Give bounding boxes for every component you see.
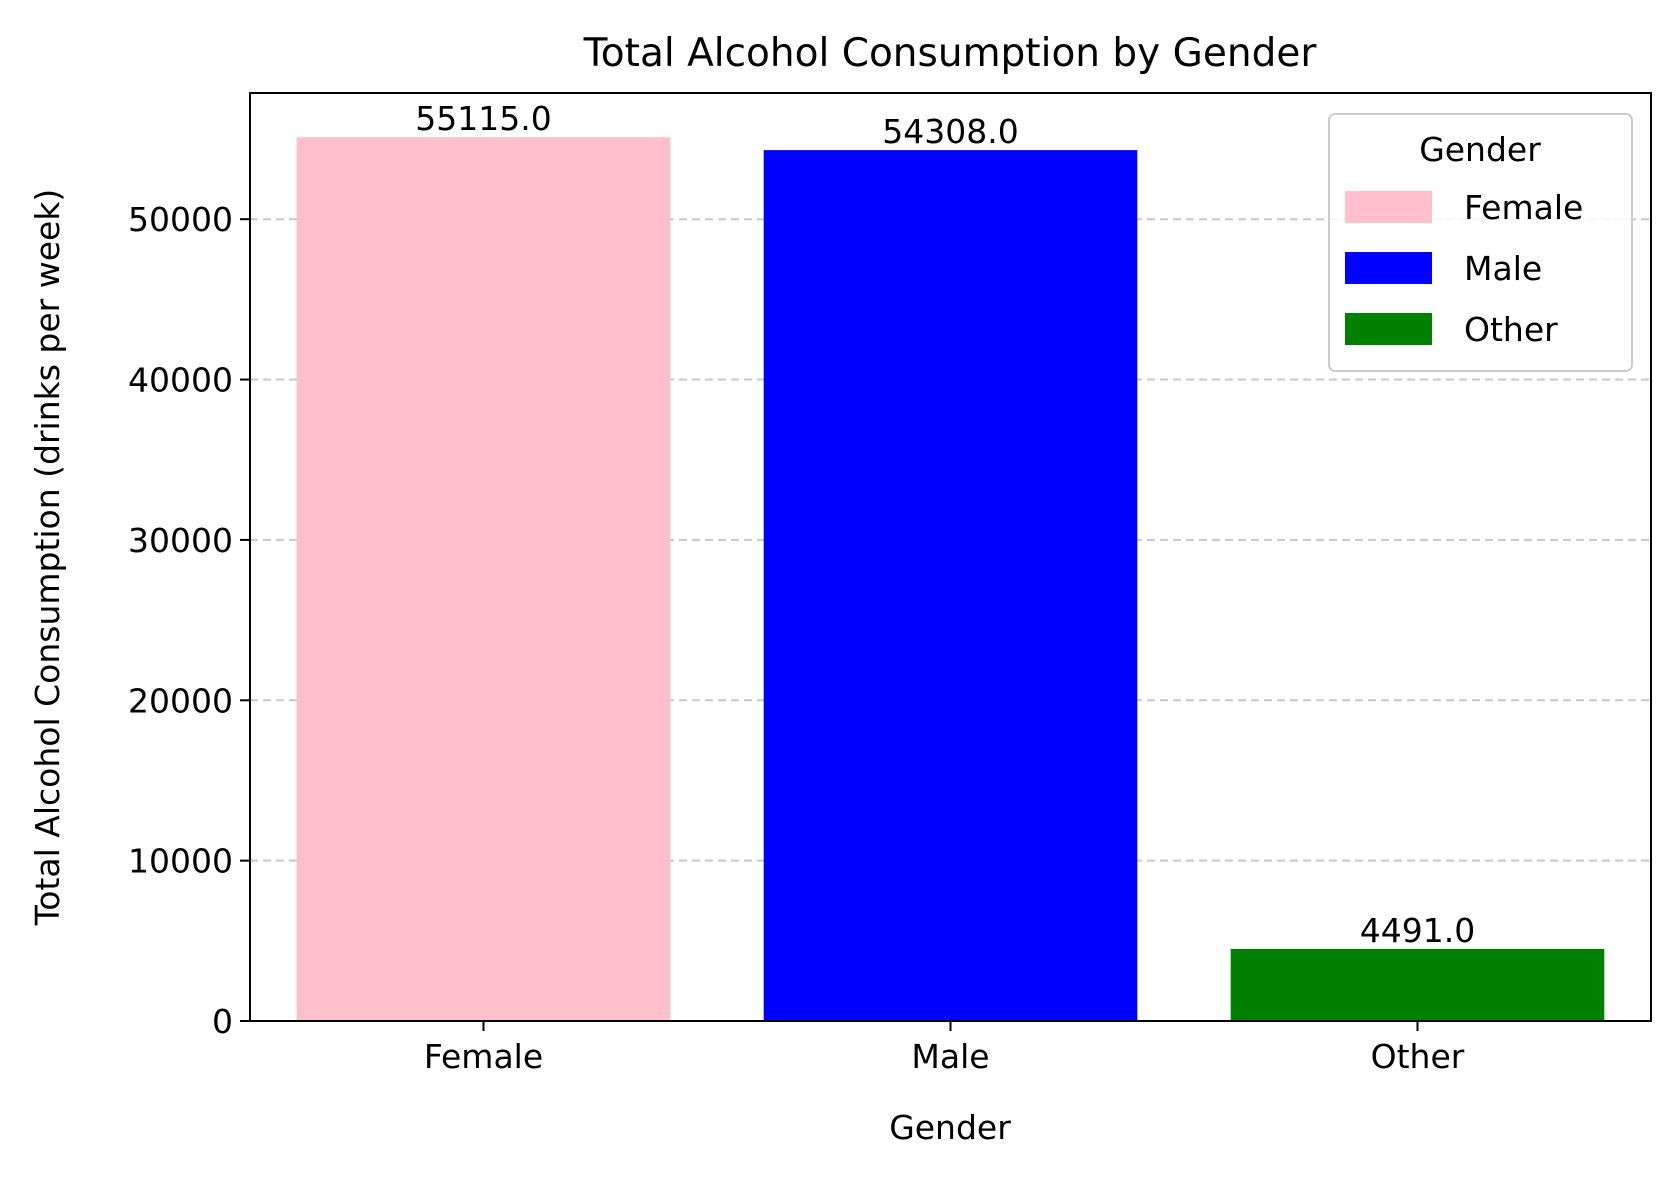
bar-layer bbox=[296, 137, 1605, 1022]
y-tick-label: 0 bbox=[212, 1002, 233, 1041]
legend-entries: Female Male Other bbox=[1345, 188, 1583, 349]
bar-male bbox=[763, 150, 1138, 1022]
x-axis-label: Gender bbox=[889, 1108, 1011, 1147]
legend: Gender Female Male Other bbox=[1328, 113, 1633, 372]
y-tick-label: 20000 bbox=[128, 681, 233, 720]
data-label-female: 55115.0 bbox=[415, 99, 551, 138]
legend-swatch-male bbox=[1345, 252, 1432, 284]
y-tick-label: 30000 bbox=[128, 521, 233, 560]
chart-title: Total Alcohol Consumption by Gender bbox=[583, 31, 1318, 76]
y-tick-label: 40000 bbox=[128, 361, 233, 400]
y-tick-label: 50000 bbox=[128, 200, 233, 239]
y-axis: 0 10000 20000 30000 40000 50000 bbox=[128, 200, 250, 1041]
legend-label-female: Female bbox=[1464, 188, 1583, 227]
y-tick-label: 10000 bbox=[128, 842, 233, 881]
bar-female bbox=[296, 137, 671, 1021]
bar-other bbox=[1230, 948, 1605, 1021]
legend-frame bbox=[1328, 113, 1633, 372]
data-label-other: 4491.0 bbox=[1360, 911, 1475, 950]
legend-title: Gender bbox=[1419, 130, 1541, 169]
data-label-layer: 55115.0 54308.0 4491.0 bbox=[415, 99, 1475, 950]
y-axis-label: Total Alcohol Consumption (drinks per we… bbox=[28, 189, 67, 927]
legend-label-other: Other bbox=[1464, 310, 1558, 349]
legend-swatch-other bbox=[1345, 313, 1432, 345]
legend-swatch-female bbox=[1345, 191, 1432, 223]
x-tick-label: Male bbox=[911, 1037, 989, 1076]
x-tick-label: Other bbox=[1371, 1037, 1465, 1076]
legend-label-male: Male bbox=[1464, 249, 1542, 288]
x-tick-label: Female bbox=[424, 1037, 543, 1076]
x-axis: Female Male Other bbox=[424, 1021, 1465, 1076]
data-label-male: 54308.0 bbox=[882, 112, 1018, 151]
